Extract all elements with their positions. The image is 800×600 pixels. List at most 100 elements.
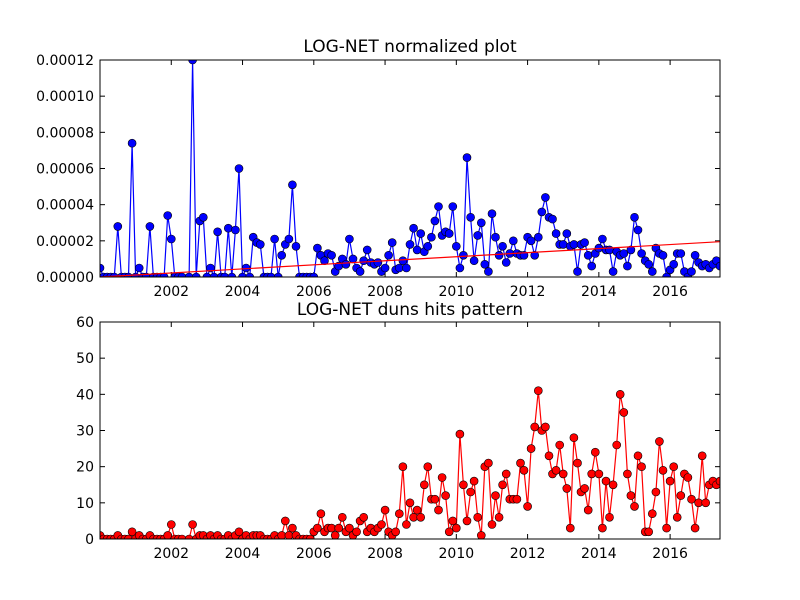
data-point bbox=[188, 520, 197, 529]
data-point bbox=[469, 256, 479, 266]
data-point bbox=[341, 259, 351, 269]
data-point bbox=[234, 164, 244, 173]
data-point bbox=[462, 516, 472, 526]
data-point bbox=[202, 272, 212, 277]
data-point bbox=[459, 251, 468, 260]
data-point bbox=[412, 505, 422, 515]
data-point bbox=[199, 213, 208, 222]
data-point bbox=[391, 527, 401, 537]
data-point bbox=[655, 437, 664, 446]
data-point bbox=[291, 242, 301, 251]
data-point bbox=[405, 240, 415, 249]
x-tick-label: 2012 bbox=[510, 284, 546, 300]
x-tick-label: 2006 bbox=[296, 284, 332, 300]
data-point bbox=[345, 523, 354, 533]
data-point bbox=[184, 272, 194, 277]
chart-normalized: LOG-NET normalized plot 2002 2004 2006 2008… bbox=[36, 37, 721, 300]
data-point bbox=[352, 527, 361, 537]
axes: 2002 2004 2006 2008 2010 2012 2014 2016 0 10 20 30 4… bbox=[76, 315, 720, 562]
data-point bbox=[601, 476, 611, 486]
data-point bbox=[690, 251, 700, 260]
data-point bbox=[469, 476, 479, 486]
data-point bbox=[583, 251, 593, 260]
data-point bbox=[466, 487, 475, 497]
data-point bbox=[676, 249, 686, 258]
data-point bbox=[409, 512, 418, 522]
data-point bbox=[647, 509, 657, 519]
data-point bbox=[487, 209, 497, 218]
data-point bbox=[558, 469, 568, 479]
data-point bbox=[626, 491, 636, 500]
data-point bbox=[441, 491, 450, 500]
data-point bbox=[124, 534, 133, 539]
data-point bbox=[402, 263, 411, 273]
data-point bbox=[569, 433, 579, 443]
data-point bbox=[145, 222, 155, 231]
data-point bbox=[662, 272, 671, 277]
data-point bbox=[345, 234, 354, 244]
data-point bbox=[238, 272, 247, 277]
data-point bbox=[430, 216, 440, 226]
y-tick-label: 60 bbox=[76, 315, 94, 331]
x-tick-label: 2016 bbox=[652, 546, 688, 562]
data-point bbox=[167, 520, 176, 529]
data-point bbox=[533, 386, 543, 396]
data-point bbox=[530, 422, 540, 432]
data-point bbox=[623, 469, 632, 479]
data-point bbox=[512, 494, 522, 504]
data-point bbox=[459, 480, 468, 490]
y-tick-label: 0.00008 bbox=[36, 125, 94, 141]
x-tick-label: 2014 bbox=[581, 284, 617, 300]
trend-line bbox=[100, 241, 720, 277]
data-point bbox=[494, 251, 504, 260]
data-point bbox=[608, 267, 618, 276]
data-point bbox=[633, 451, 643, 461]
axes: 2002 2004 2006 2008 2010 2012 2014 2016 0.00000 0… bbox=[36, 53, 720, 300]
data-point bbox=[337, 512, 347, 522]
data-point bbox=[498, 480, 507, 490]
data-point bbox=[280, 516, 290, 526]
y-tick-label: 0.00012 bbox=[36, 53, 94, 69]
data-point bbox=[444, 527, 454, 537]
series-group bbox=[100, 386, 720, 539]
data-point bbox=[715, 261, 720, 271]
data-point bbox=[451, 242, 461, 251]
data-point bbox=[473, 512, 483, 522]
data-point bbox=[551, 465, 561, 475]
data-point bbox=[676, 491, 686, 500]
data-point bbox=[327, 251, 336, 260]
data-point bbox=[644, 527, 654, 537]
data-point bbox=[565, 523, 575, 533]
data-point bbox=[213, 227, 222, 237]
data-point bbox=[245, 272, 254, 277]
data-point bbox=[615, 389, 625, 399]
x-tick-label: 2008 bbox=[367, 284, 403, 300]
data-point bbox=[491, 491, 500, 500]
data-point bbox=[209, 272, 219, 277]
data-point bbox=[423, 242, 433, 251]
data-point bbox=[480, 259, 490, 269]
x-tick-label: 2002 bbox=[153, 546, 189, 562]
data-point bbox=[380, 505, 390, 515]
data-point bbox=[177, 534, 187, 539]
x-tick-label: 2004 bbox=[225, 546, 261, 562]
data-point bbox=[637, 462, 646, 472]
y-tick-label: 0.00006 bbox=[36, 162, 94, 178]
data-point bbox=[313, 523, 322, 533]
data-point bbox=[562, 229, 572, 238]
data-point bbox=[690, 523, 700, 533]
data-point bbox=[284, 234, 294, 244]
data-point bbox=[113, 222, 123, 231]
data-point bbox=[598, 234, 607, 244]
data-point bbox=[558, 240, 568, 249]
data-point bbox=[658, 251, 668, 260]
data-point bbox=[551, 229, 561, 238]
data-point bbox=[526, 444, 536, 453]
data-point bbox=[266, 272, 276, 277]
data-point bbox=[523, 502, 532, 511]
data-point bbox=[669, 462, 679, 472]
data-point bbox=[644, 259, 654, 269]
data-point bbox=[501, 258, 511, 267]
data-point bbox=[355, 267, 365, 276]
